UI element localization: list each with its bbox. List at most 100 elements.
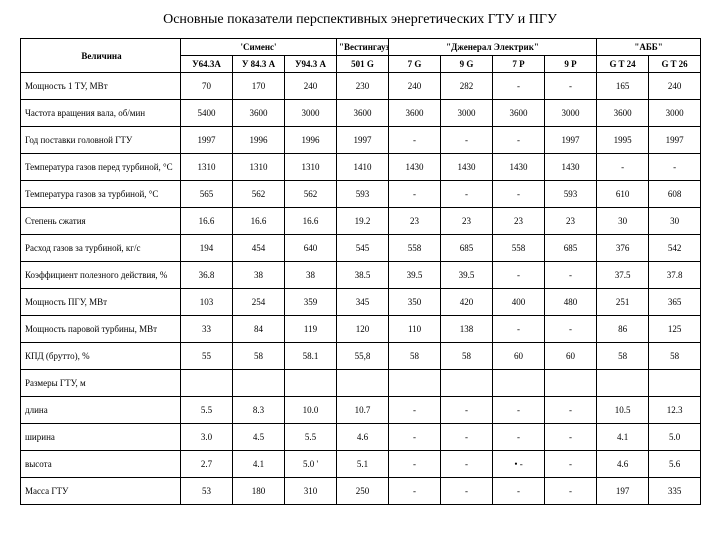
cell: 542 xyxy=(649,235,701,262)
cell: 1310 xyxy=(233,154,285,181)
header-group-siemens: 'Сименс' xyxy=(181,39,337,56)
cell: 38 xyxy=(285,262,337,289)
cell xyxy=(597,370,649,397)
table-row: Частота вращения вала, об/мин54003600300… xyxy=(21,100,701,127)
cell: - xyxy=(545,397,597,424)
row-label: Расход газов за турбиной, кг/с xyxy=(21,235,181,262)
row-label: Температура газов перед турбиной, °С xyxy=(21,154,181,181)
cell: 12.3 xyxy=(649,397,701,424)
cell: 84 xyxy=(233,316,285,343)
cell: - xyxy=(649,154,701,181)
page-title: Основные показатели перспективных энерге… xyxy=(20,12,700,28)
cell: 53 xyxy=(181,478,233,505)
cell: 4.1 xyxy=(233,451,285,478)
cell: 3600 xyxy=(597,100,649,127)
cell: 545 xyxy=(337,235,389,262)
cell xyxy=(285,370,337,397)
data-table: Величина 'Сименс' "Вестингауз" "Дженерал… xyxy=(20,38,701,505)
row-label: Размеры ГТУ, м xyxy=(21,370,181,397)
cell: 4.6 xyxy=(337,424,389,451)
header-col: G T 26 xyxy=(649,56,701,73)
cell: 610 xyxy=(597,181,649,208)
table-row: Мощность 1 ТУ, МВт70170240230240282--165… xyxy=(21,73,701,100)
header-param: Величина xyxy=(21,39,181,73)
header-group-westinghouse: "Вестингауз" xyxy=(337,39,389,56)
cell: 58 xyxy=(233,343,285,370)
cell: 180 xyxy=(233,478,285,505)
cell: 1996 xyxy=(233,127,285,154)
table-row: ширина3.04.55.54.6----4.15.0 xyxy=(21,424,701,451)
row-label: ширина xyxy=(21,424,181,451)
cell: 685 xyxy=(545,235,597,262)
cell: 4.1 xyxy=(597,424,649,451)
cell: 365 xyxy=(649,289,701,316)
row-label: длина xyxy=(21,397,181,424)
cell: 3600 xyxy=(493,100,545,127)
cell: 38 xyxy=(233,262,285,289)
cell: 562 xyxy=(233,181,285,208)
cell: 10.0 xyxy=(285,397,337,424)
cell: - xyxy=(545,451,597,478)
cell: 30 xyxy=(597,208,649,235)
cell xyxy=(337,370,389,397)
cell: - xyxy=(389,451,441,478)
row-label: КПД (брутто), % xyxy=(21,343,181,370)
cell: 640 xyxy=(285,235,337,262)
header-col: G T 24 xyxy=(597,56,649,73)
cell: 400 xyxy=(493,289,545,316)
cell: 1310 xyxy=(285,154,337,181)
table-body: Мощность 1 ТУ, МВт70170240230240282--165… xyxy=(21,73,701,505)
cell: 1310 xyxy=(181,154,233,181)
cell: 10.7 xyxy=(337,397,389,424)
cell: - xyxy=(493,424,545,451)
row-label: Мощность 1 ТУ, МВт xyxy=(21,73,181,100)
cell: - xyxy=(389,478,441,505)
cell: 593 xyxy=(337,181,389,208)
cell: 608 xyxy=(649,181,701,208)
cell: 3000 xyxy=(441,100,493,127)
cell: 8.3 xyxy=(233,397,285,424)
cell: 37.8 xyxy=(649,262,701,289)
table-row: Температура газов перед турбиной, °С1310… xyxy=(21,154,701,181)
header-col: У 84.3 А xyxy=(233,56,285,73)
cell: 562 xyxy=(285,181,337,208)
cell: 4.5 xyxy=(233,424,285,451)
cell: - xyxy=(441,397,493,424)
cell: 1430 xyxy=(493,154,545,181)
cell: - xyxy=(493,397,545,424)
cell: 254 xyxy=(233,289,285,316)
cell: 23 xyxy=(389,208,441,235)
cell: 3600 xyxy=(337,100,389,127)
table-row: Размеры ГТУ, м xyxy=(21,370,701,397)
cell: 3000 xyxy=(285,100,337,127)
cell: 55,8 xyxy=(337,343,389,370)
cell: 110 xyxy=(389,316,441,343)
cell: 310 xyxy=(285,478,337,505)
cell: 23 xyxy=(441,208,493,235)
cell: 103 xyxy=(181,289,233,316)
table-row: Коэффициент полезного действия, %36.8383… xyxy=(21,262,701,289)
row-label: Мощность паровой турбины, МВт xyxy=(21,316,181,343)
cell: 70 xyxy=(181,73,233,100)
cell: - xyxy=(441,181,493,208)
cell: 558 xyxy=(389,235,441,262)
cell: 3600 xyxy=(389,100,441,127)
cell: 1430 xyxy=(545,154,597,181)
header-col: У94.3 А xyxy=(285,56,337,73)
cell: 1410 xyxy=(337,154,389,181)
cell: 60 xyxy=(493,343,545,370)
table-row: Мощность паровой турбины, МВт33841191201… xyxy=(21,316,701,343)
cell: - xyxy=(441,127,493,154)
cell xyxy=(545,370,597,397)
cell: 19.2 xyxy=(337,208,389,235)
cell: - xyxy=(493,73,545,100)
cell: - xyxy=(389,181,441,208)
cell: - xyxy=(493,478,545,505)
cell: 230 xyxy=(337,73,389,100)
cell: 165 xyxy=(597,73,649,100)
cell: 33 xyxy=(181,316,233,343)
cell xyxy=(181,370,233,397)
cell: 558 xyxy=(493,235,545,262)
cell: 10.5 xyxy=(597,397,649,424)
table-row: КПД (брутто), %555858.155,8585860605858 xyxy=(21,343,701,370)
